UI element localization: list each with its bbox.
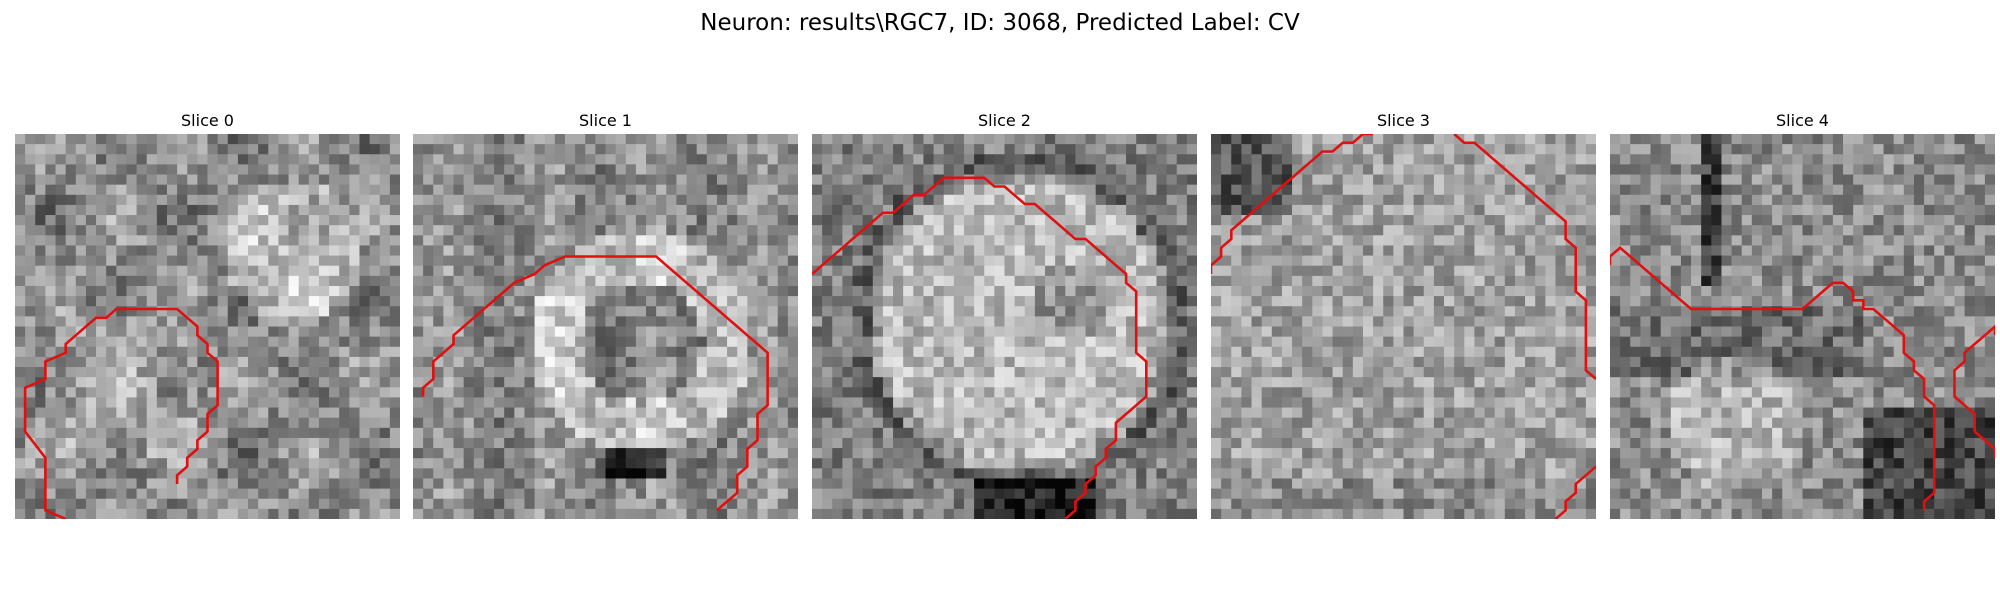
segmentation-contour: [23, 307, 219, 519]
slice-panel-4: Slice 4: [1610, 108, 1995, 519]
pixel-grid: [812, 134, 1197, 519]
slice-title: Slice 0: [181, 111, 234, 130]
slice-title: Slice 1: [579, 111, 632, 130]
slice-image: [1610, 134, 1995, 519]
segmentation-contour: [1211, 134, 1374, 274]
slice-title: Slice 4: [1776, 111, 1829, 130]
figure-title: Neuron: results\RGC7, ID: 3068, Predicte…: [700, 10, 1300, 36]
slice-title: Slice 2: [978, 111, 1031, 130]
segmentation-contour: [1453, 134, 1596, 380]
pixel-grid: [1211, 134, 1596, 519]
segmentation-contour: [812, 176, 1148, 519]
pixel-grid: [15, 134, 400, 519]
segmentation-contour: [421, 255, 769, 512]
pixel-grid: [1610, 134, 1995, 519]
slice-image: [15, 134, 400, 519]
slice-image: [413, 134, 798, 519]
slice-image: [1211, 134, 1596, 519]
pixel-grid: [413, 134, 798, 519]
slice-image: [812, 134, 1197, 519]
segmentation-contour: [1953, 324, 1995, 458]
segmentation-contour: [1610, 246, 1936, 511]
segmentation-contour: [1554, 465, 1596, 519]
slice-panel-2: Slice 2: [812, 108, 1197, 519]
slice-panel-0: Slice 0: [15, 108, 400, 519]
slice-title: Slice 3: [1377, 111, 1430, 130]
slice-panel-1: Slice 1: [413, 108, 798, 519]
slice-panel-3: Slice 3: [1211, 108, 1596, 519]
